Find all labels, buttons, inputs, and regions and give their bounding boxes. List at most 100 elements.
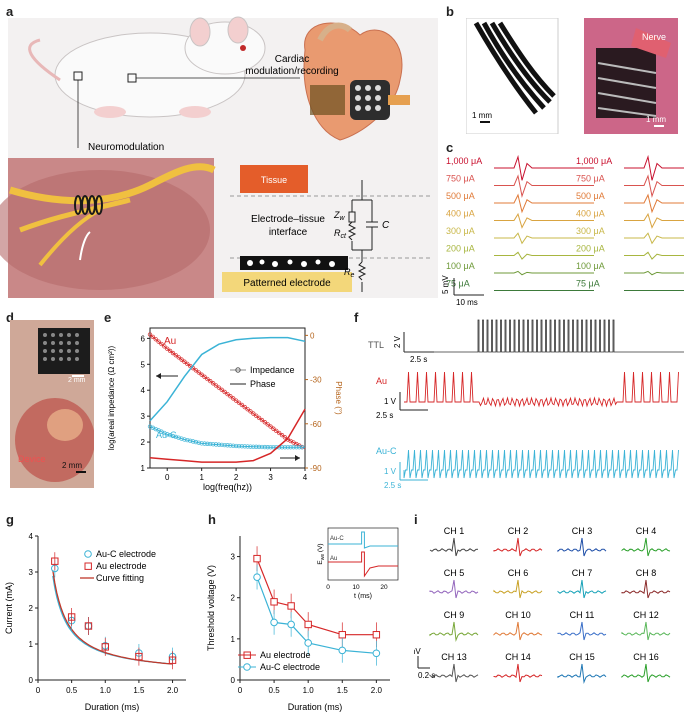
impedance-marker [248, 444, 253, 449]
data-point-au [270, 598, 278, 606]
ttl-trace [404, 319, 684, 353]
inset-y-subscript: we [320, 554, 326, 561]
y-tick-label: 4 [29, 532, 34, 541]
impedance-marker [248, 409, 253, 414]
interface-label-2: interface [269, 227, 308, 238]
channel-trace [621, 621, 671, 641]
impedance-marker [239, 444, 245, 449]
series-line-phase [149, 408, 306, 463]
au-label: Au [376, 376, 387, 386]
impedance-marker [162, 344, 167, 349]
impedance-marker [182, 437, 187, 442]
channel-label: CH 8 [636, 568, 657, 578]
impedance-marker [213, 383, 219, 388]
channel-label: CH 11 [570, 610, 595, 620]
series-line [256, 558, 377, 636]
series-line-impedance [149, 334, 306, 450]
response-trace [624, 174, 684, 198]
series-line-impedance [149, 426, 305, 448]
channel-trace [557, 663, 607, 684]
panel-c-traces: 1,000 μA 750 μA 500 μA 400 μA 300 μA 200 μA 10… [441, 154, 684, 307]
panel-a-illustration: Cardiac modulation/recording Neuromodula… [0, 16, 438, 298]
x-axis-label: Duration (ms) [85, 702, 140, 712]
impedance-marker [173, 434, 178, 440]
legend-auc-label: Au-C electrode [260, 662, 320, 672]
impedance-marker [256, 415, 262, 421]
impedance-marker [188, 438, 193, 443]
channel-label: CH 2 [508, 526, 529, 536]
data-point-au [67, 613, 76, 621]
amplitude-label: 100 μA [446, 261, 475, 271]
amplitude-label: 200 μA [576, 244, 605, 254]
channel-trace [557, 621, 607, 641]
inset-x-tick-label: 0 [326, 584, 330, 591]
response-trace [494, 232, 594, 245]
legend-phase-label: Phase [250, 379, 276, 389]
y-tick-label: 0 [231, 676, 236, 685]
legend-impedance-marker [235, 367, 241, 373]
inset-y-unit: (V) [317, 543, 324, 553]
channel-label: CH 13 [441, 652, 467, 662]
impedance-marker [219, 442, 224, 448]
response-trace [494, 174, 594, 198]
panel-e-chart: 0 1 2 3 4 1 2 3 4 5 6 0 -30 -60 -90 Au Au-C Impedance Phas… [107, 327, 343, 492]
amplitude-label: 100 μA [576, 261, 605, 271]
y-tick-label: 3 [231, 553, 236, 562]
x-tick-label: 0 [238, 686, 243, 695]
y-tick-label: 2 [29, 604, 34, 613]
response-trace [624, 212, 684, 229]
impedance-marker [205, 376, 210, 382]
impedance-marker [167, 348, 173, 354]
impedance-marker [179, 357, 184, 362]
panel-i-letter: i [414, 512, 418, 527]
inset-x-tick-label: 10 [352, 584, 360, 591]
panel-h-letter: h [208, 512, 216, 527]
response-trace [624, 232, 684, 245]
channel-label: CH 15 [569, 652, 595, 662]
legend-auc-marker [243, 663, 251, 671]
auc-label: Au-C [156, 430, 177, 440]
impedance-marker [208, 378, 213, 384]
y-axis-label: Threshold voltage (V) [206, 565, 216, 651]
impedance-marker [165, 432, 170, 437]
auc-label: Au-C [376, 446, 397, 456]
impedance-marker [199, 441, 204, 446]
impedance-marker [193, 439, 199, 445]
y-tick-label: 3 [29, 568, 34, 577]
impedance-marker [231, 396, 236, 401]
tissue-label: Tissue [261, 175, 287, 185]
panel-e-letter: e [104, 310, 112, 325]
impedance-marker [236, 443, 242, 449]
rat-illustration [28, 16, 266, 118]
channel-label: CH 4 [636, 526, 657, 536]
impedance-marker [216, 385, 222, 390]
impedance-marker [150, 334, 156, 340]
y-axis-label: log(areal impedance (Ω cm²)) [107, 346, 116, 451]
response-trace [624, 270, 684, 276]
device-label: Device [18, 454, 46, 464]
rct-label: Rct [334, 228, 347, 240]
channel-label: CH 12 [633, 610, 659, 620]
impedance-marker [202, 374, 207, 379]
channel-trace [621, 579, 671, 599]
channel-trace [429, 663, 479, 683]
patterned-electrode-label: Patterned electrode [243, 278, 331, 289]
panel-c-letter: c [446, 140, 454, 155]
amplitude-label: 750 μA [446, 174, 475, 184]
impedance-marker [156, 339, 161, 344]
inset-au-trace [328, 551, 398, 578]
channel-trace [621, 537, 671, 557]
auc-scale-v-label: 1 V [384, 467, 397, 476]
panel-f-traces: TTL 2 V 2.5 s Au 1 V 2.5 s Au-C 1 V 2.5 s [368, 319, 684, 490]
y-right-tick-label: 0 [310, 331, 315, 340]
auc-trace [403, 449, 679, 479]
impedance-marker [279, 445, 285, 450]
impedance-marker [299, 445, 305, 450]
scale-label-t: 10 ms [456, 298, 478, 307]
inset-y-symbol: E [317, 560, 324, 565]
impedance-marker [279, 433, 285, 438]
impedance-marker [259, 444, 265, 450]
channel-label: CH 16 [633, 652, 659, 662]
x-tick-label: 0.5 [66, 686, 78, 695]
channel-label: CH 6 [508, 568, 529, 578]
